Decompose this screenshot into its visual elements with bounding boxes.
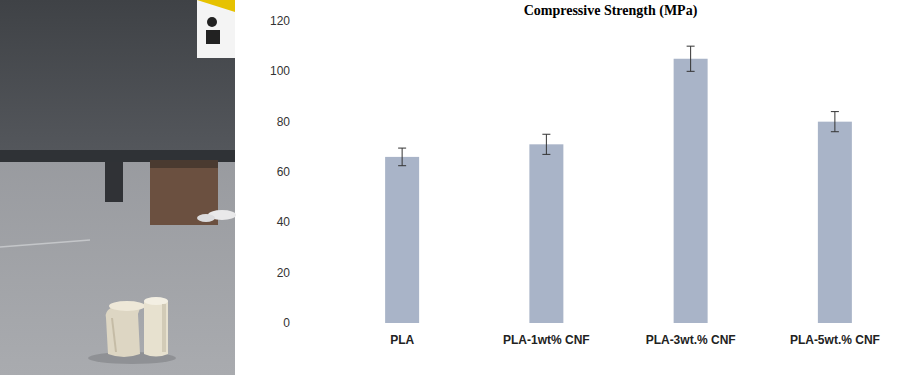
error-bar-cap: [831, 111, 839, 112]
photo: [0, 0, 236, 375]
y-tick-label: 60: [277, 165, 291, 179]
error-bar-stem: [402, 148, 403, 166]
error-bar-stem: [546, 134, 547, 154]
bars: [385, 46, 852, 323]
chart-title: Compressive Strength (MPa): [524, 3, 698, 19]
error-bar-cap: [831, 131, 839, 132]
error-bar-cap: [398, 148, 406, 149]
y-tick-label: 100: [270, 64, 290, 78]
error-bar: [831, 112, 839, 132]
y-tick-label: 40: [277, 215, 291, 229]
x-tick-label: PLA-1wt% CNF: [503, 333, 590, 347]
photo-line: [0, 240, 90, 247]
bar: [529, 144, 563, 323]
error-bar-cap: [687, 46, 695, 47]
photo-specimen-shade: [162, 304, 166, 352]
x-tick-label: PLA-3wt.% CNF: [646, 333, 736, 347]
error-bar-cap: [542, 134, 550, 135]
error-bar-stem: [690, 46, 691, 71]
photo-rod: [105, 162, 123, 202]
error-bar-cap: [687, 71, 695, 72]
photo-sticker-stripe: [197, 0, 235, 12]
photo-specimen: [106, 303, 140, 357]
error-bar: [398, 148, 406, 166]
error-bar: [542, 134, 550, 154]
photo-floor: [0, 0, 235, 375]
y-tick-label: 120: [270, 14, 290, 28]
x-tick-label: PLA-5wt.% CNF: [790, 333, 880, 347]
y-tick-label: 20: [277, 266, 291, 280]
photo-specimen-top: [144, 297, 168, 305]
photo-plate: [150, 160, 218, 225]
photo-specimen: [144, 301, 168, 357]
error-bar: [687, 46, 695, 71]
bar: [385, 157, 419, 323]
error-bar-cap: [542, 154, 550, 155]
error-bar-stem: [834, 112, 835, 132]
x-tick-label: PLA: [390, 333, 414, 347]
error-bar-cap: [398, 165, 406, 166]
photo-plate-top: [150, 160, 218, 168]
photo-specimen-shade: [112, 318, 116, 352]
y-tick-label: 80: [277, 115, 291, 129]
bar: [674, 59, 708, 323]
figure: Compressive Strength (MPa) 0 20 40 60 80 100 12…: [0, 0, 923, 375]
photo-specimen-top: [109, 301, 145, 311]
photo-sticker-icon: [207, 17, 217, 27]
photo-fragment: [197, 214, 215, 222]
y-tick-label: 0: [283, 316, 290, 330]
photo-machine: [0, 0, 235, 160]
photo-sticker-icon: [206, 30, 220, 44]
bar: [818, 122, 852, 323]
photo-sticker: [197, 0, 235, 58]
